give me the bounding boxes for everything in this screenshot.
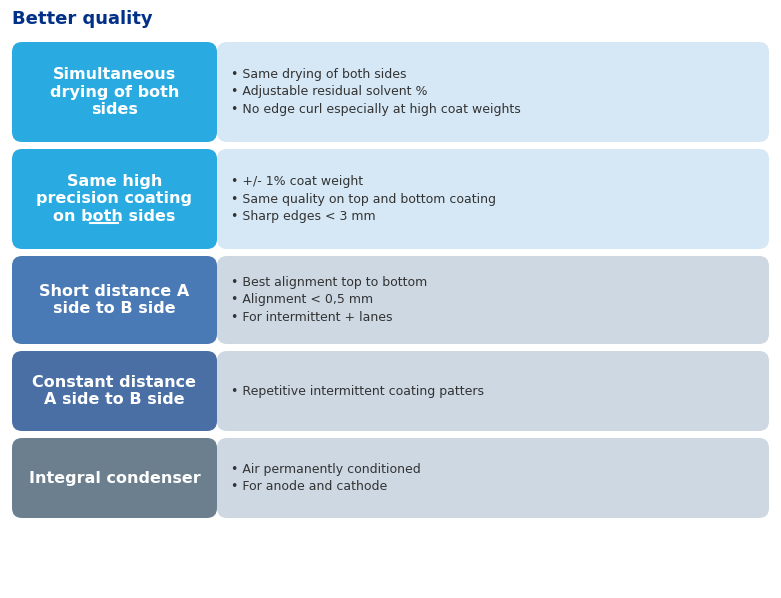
Text: • Adjustable residual solvent %: • Adjustable residual solvent % bbox=[231, 86, 427, 99]
Text: Same high: Same high bbox=[67, 173, 162, 189]
Text: Constant distance
A side to B side: Constant distance A side to B side bbox=[33, 375, 197, 407]
Text: • For intermittent + lanes: • For intermittent + lanes bbox=[231, 310, 393, 324]
FancyBboxPatch shape bbox=[217, 256, 769, 344]
Text: • Air permanently conditioned: • Air permanently conditioned bbox=[231, 463, 421, 476]
FancyBboxPatch shape bbox=[217, 438, 769, 518]
Text: • Sharp edges < 3 mm: • Sharp edges < 3 mm bbox=[231, 210, 376, 222]
Text: • Best alignment top to bottom: • Best alignment top to bottom bbox=[231, 276, 427, 289]
FancyBboxPatch shape bbox=[217, 351, 769, 431]
FancyBboxPatch shape bbox=[12, 149, 217, 249]
Text: • No edge curl especially at high coat weights: • No edge curl especially at high coat w… bbox=[231, 103, 521, 115]
Text: Simultaneous
drying of both
sides: Simultaneous drying of both sides bbox=[50, 67, 179, 117]
FancyBboxPatch shape bbox=[217, 149, 769, 249]
Text: precision coating: precision coating bbox=[37, 191, 192, 206]
FancyBboxPatch shape bbox=[12, 42, 217, 142]
FancyBboxPatch shape bbox=[12, 351, 217, 431]
Text: • Alignment < 0,5 mm: • Alignment < 0,5 mm bbox=[231, 294, 373, 307]
FancyBboxPatch shape bbox=[217, 42, 769, 142]
FancyBboxPatch shape bbox=[12, 256, 217, 344]
Text: • Repetitive intermittent coating patters: • Repetitive intermittent coating patter… bbox=[231, 385, 484, 398]
Text: • For anode and cathode: • For anode and cathode bbox=[231, 480, 387, 493]
FancyBboxPatch shape bbox=[12, 438, 217, 518]
Text: • +/- 1% coat weight: • +/- 1% coat weight bbox=[231, 175, 363, 188]
Text: Better quality: Better quality bbox=[12, 10, 152, 28]
Text: on both sides: on both sides bbox=[53, 209, 176, 224]
Text: Short distance A
side to B side: Short distance A side to B side bbox=[39, 284, 190, 316]
Text: • Same quality on top and bottom coating: • Same quality on top and bottom coating bbox=[231, 193, 496, 206]
Text: Integral condenser: Integral condenser bbox=[29, 471, 201, 486]
Text: • Same drying of both sides: • Same drying of both sides bbox=[231, 68, 406, 81]
